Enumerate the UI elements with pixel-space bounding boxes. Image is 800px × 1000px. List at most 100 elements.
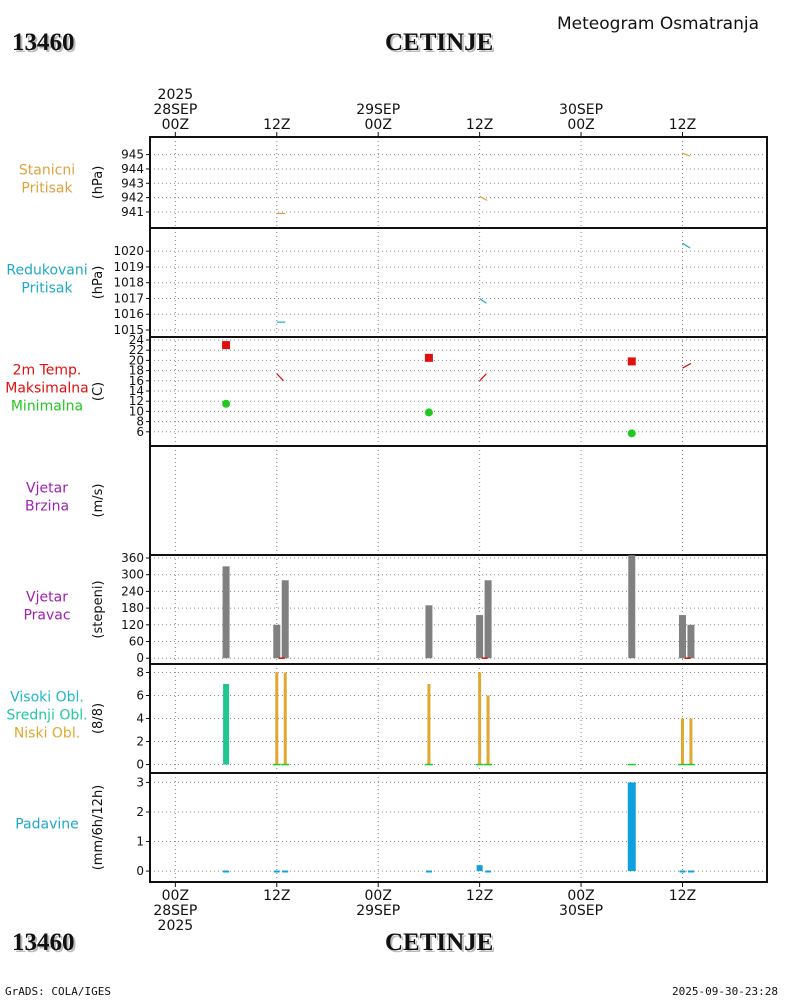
- precipitation-bar: [223, 870, 230, 873]
- y-axis-unit: (hPa): [91, 266, 106, 300]
- wind-direction-bar: [425, 605, 433, 659]
- footer-timestamp: 2025-09-30-23:28: [672, 985, 778, 998]
- y-tick-label: 6: [136, 425, 144, 439]
- station-id-bottom: 13460: [12, 929, 75, 956]
- y-tick-label: 0: [136, 758, 144, 772]
- y-axis-unit: (m/s): [91, 484, 106, 518]
- tmin-marker: [627, 429, 636, 438]
- wind-direction-bar: [628, 555, 636, 659]
- y-tick-label: 240: [121, 584, 144, 598]
- x-tick-label: 12Z: [669, 888, 696, 904]
- precipitation-bar: [425, 870, 432, 873]
- panel-label-pressure: Pritisak: [21, 181, 73, 197]
- panel-wind_speed: [149, 445, 768, 556]
- pressure-line-segment: [479, 195, 488, 202]
- x-tick-label: 28SEP: [153, 903, 197, 919]
- low-cloud-bar: [427, 683, 431, 765]
- footer-credit: GrADS: COLA/IGES: [5, 985, 111, 998]
- precipitation-bar: [282, 870, 289, 873]
- y-tick-label: 942: [121, 191, 144, 205]
- x-tick-label: 28SEP: [153, 102, 197, 118]
- panel-slp: [146, 227, 768, 338]
- y-tick-label: 943: [121, 176, 144, 190]
- y-tick-label: 1018: [113, 276, 144, 290]
- pressure-line-segment: [682, 152, 691, 157]
- x-tick-label: 2025: [158, 918, 194, 934]
- panel-precip: [146, 772, 768, 883]
- temperature-line-segment: [479, 373, 487, 382]
- temperature-line-segment: [276, 373, 284, 382]
- y-tick-label: 0: [136, 651, 144, 665]
- y-tick-label: 16: [129, 374, 144, 388]
- precipitation-bar: [485, 870, 492, 873]
- panel-label-wind_speed: Brzina: [25, 499, 69, 515]
- tmax-marker: [424, 353, 433, 362]
- x-tick-label: 29SEP: [356, 102, 400, 118]
- station-name-top: CETINJE: [385, 29, 494, 56]
- low-cloud-bar: [283, 672, 287, 765]
- panel-frame: [149, 554, 768, 665]
- precipitation-bar: [273, 870, 280, 873]
- tmin-marker: [424, 408, 433, 417]
- slp-line-segment: [479, 297, 487, 304]
- low-cloud-bar: [275, 672, 279, 765]
- tmax-marker: [627, 357, 636, 366]
- x-tick-label: 12Z: [263, 888, 290, 904]
- y-tick-label: 6: [136, 688, 144, 702]
- low-cloud-bar: [689, 718, 693, 765]
- low-cloud-bar: [478, 672, 482, 765]
- panel-label-temp: 2m Temp.: [13, 363, 82, 379]
- x-tick-label: 00Z: [162, 117, 189, 133]
- x-tick-label: 29SEP: [356, 903, 400, 919]
- panel-label-slp: Redukovani: [6, 263, 87, 279]
- low-cloud-bar: [680, 718, 684, 765]
- y-tick-label: 20: [129, 353, 144, 367]
- panel-label-wind_dir: Vjetar: [26, 590, 68, 606]
- x-tick-label: 30SEP: [559, 903, 603, 919]
- panel-pressure: [146, 136, 768, 229]
- panel-label-temp: Maksimalna: [5, 381, 89, 397]
- x-tick-label: 12Z: [466, 888, 493, 904]
- precipitation-bar: [627, 782, 636, 872]
- wind-direction-bar: [484, 580, 492, 659]
- station-id-top: 13460: [12, 29, 75, 56]
- panel-temp: [146, 336, 768, 447]
- y-tick-label: 2: [136, 805, 144, 819]
- panel-clouds: [146, 663, 768, 774]
- x-tick-label: 00Z: [162, 888, 189, 904]
- y-axis-unit: (C): [91, 382, 106, 401]
- precipitation-bar: [476, 865, 483, 872]
- precipitation-bar: [687, 870, 694, 873]
- y-tick-label: 8: [136, 665, 144, 679]
- x-tick-label: 00Z: [365, 888, 392, 904]
- y-axis-unit: (hPa): [91, 166, 106, 200]
- wind-direction-bar: [687, 624, 695, 659]
- tmin-marker: [222, 399, 231, 408]
- y-tick-label: 3: [136, 775, 144, 789]
- y-tick-label: 180: [121, 601, 144, 615]
- high-cloud-bar: [223, 683, 230, 765]
- wind-direction-bar: [222, 566, 230, 659]
- y-tick-label: 8: [136, 415, 144, 429]
- panel-frame: [149, 445, 768, 556]
- y-tick-label: 18: [129, 364, 144, 378]
- panel-wind_dir: [146, 554, 768, 665]
- panel-label-pressure: Stanicni: [19, 163, 75, 179]
- y-tick-label: 60: [129, 635, 144, 649]
- y-tick-label: 944: [121, 162, 144, 176]
- y-tick-label: 12: [129, 394, 144, 408]
- y-axis-unit: (stepeni): [91, 580, 106, 638]
- y-tick-label: 1019: [113, 260, 144, 274]
- panel-label-clouds: Srednji Obl.: [6, 708, 87, 724]
- y-tick-label: 2: [136, 735, 144, 749]
- y-tick-label: 1017: [113, 291, 144, 305]
- panel-label-temp: Minimalna: [11, 399, 83, 415]
- x-tick-label: 00Z: [567, 117, 594, 133]
- panel-label-precip: Padavine: [15, 817, 79, 833]
- slp-line-segment: [682, 242, 691, 249]
- y-axis-unit: (mm/6h/12h): [91, 785, 106, 871]
- temperature-line-segment: [682, 362, 692, 369]
- y-tick-label: 120: [121, 618, 144, 632]
- precipitation-bar: [679, 870, 686, 873]
- x-tick-label: 30SEP: [559, 102, 603, 118]
